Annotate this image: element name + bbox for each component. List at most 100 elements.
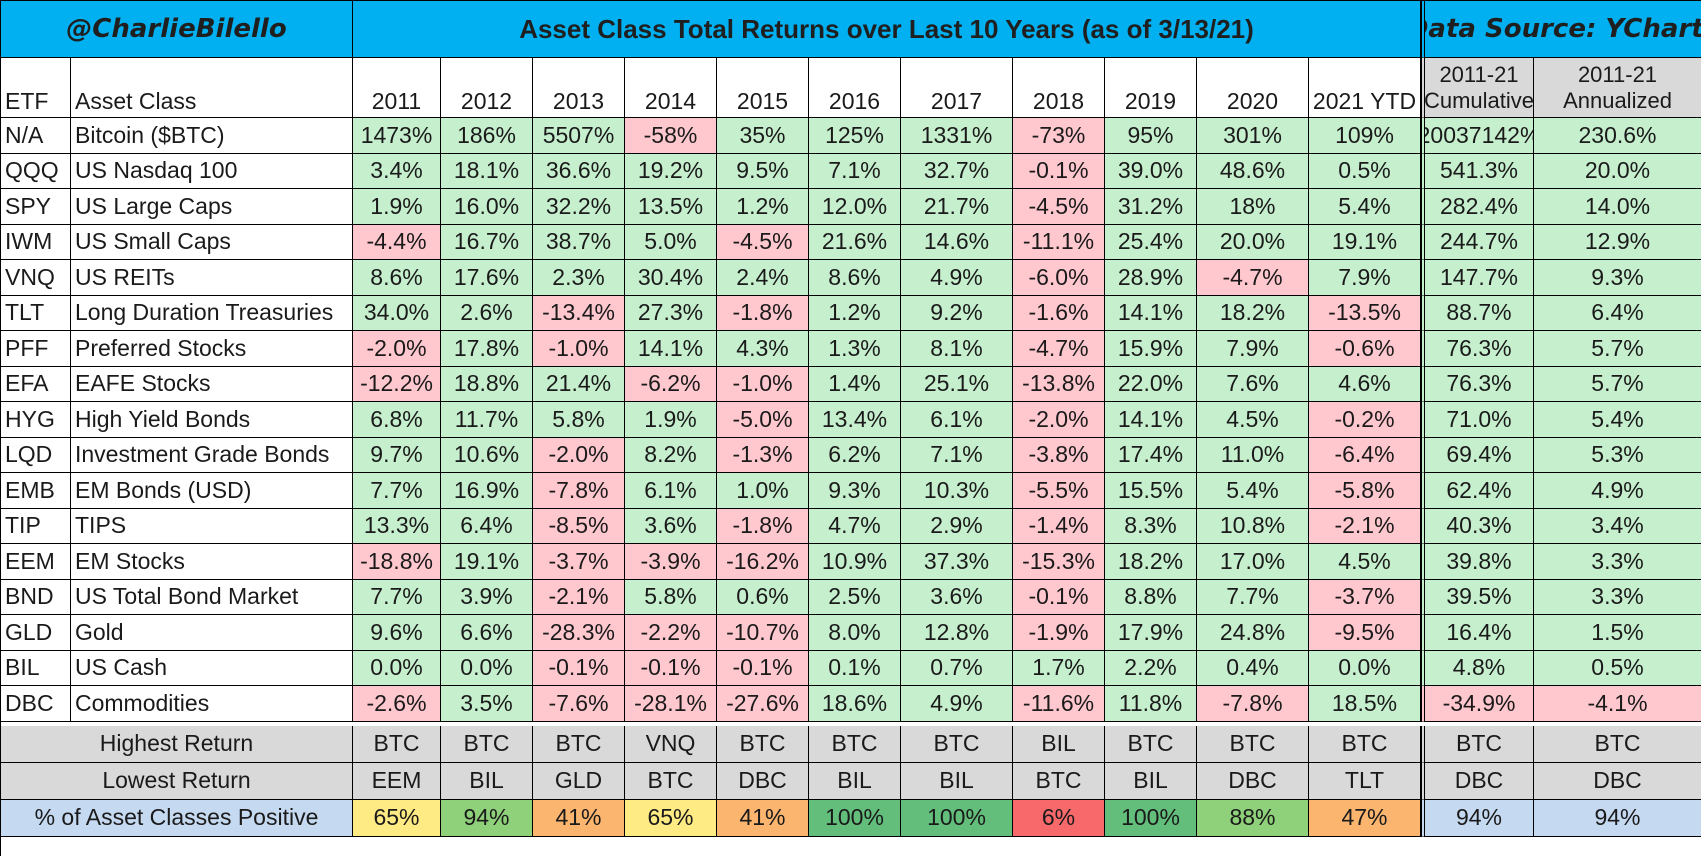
return-cell: 11.0% xyxy=(1197,437,1309,473)
return-cell: -3.8% xyxy=(1013,437,1105,473)
percent-positive-cell: 94% xyxy=(1534,799,1701,837)
return-cell: 6.1% xyxy=(901,402,1013,438)
return-cell: 28.9% xyxy=(1105,260,1197,296)
etf-ticker: BIL xyxy=(1,650,71,686)
lowest-return-cell: DBC xyxy=(1421,762,1534,800)
return-cell: 8.6% xyxy=(809,260,901,296)
return-cell: 9.6% xyxy=(353,615,441,651)
annualized-cell: 230.6% xyxy=(1534,118,1701,154)
asset-class-name: Preferred Stocks xyxy=(71,331,353,367)
return-cell: 10.6% xyxy=(441,437,533,473)
return-cell: 17.9% xyxy=(1105,615,1197,651)
annualized-cell: 9.3% xyxy=(1534,260,1701,296)
etf-ticker: TIP xyxy=(1,508,71,544)
return-cell: 17.6% xyxy=(441,260,533,296)
return-cell: 1.4% xyxy=(809,366,901,402)
return-cell: 2.3% xyxy=(533,260,625,296)
cumulative-cell: 541.3% xyxy=(1421,153,1534,189)
return-cell: -6.0% xyxy=(1013,260,1105,296)
asset-class-name: US Cash xyxy=(71,650,353,686)
return-cell: 7.1% xyxy=(901,437,1013,473)
return-cell: 21.6% xyxy=(809,224,901,260)
cumulative-cell: 88.7% xyxy=(1421,295,1534,331)
return-cell: -2.0% xyxy=(1013,402,1105,438)
return-cell: 3.5% xyxy=(441,686,533,722)
annualized-cell: 3.4% xyxy=(1534,508,1701,544)
return-cell: 39.0% xyxy=(1105,153,1197,189)
return-cell: 1.2% xyxy=(717,189,809,225)
return-cell: 8.0% xyxy=(809,615,901,651)
return-cell: 0.0% xyxy=(353,650,441,686)
return-cell: -0.1% xyxy=(1013,579,1105,615)
return-cell: 17.8% xyxy=(441,331,533,367)
percent-positive-cell: 41% xyxy=(533,799,625,837)
return-cell: 13.5% xyxy=(625,189,717,225)
return-cell: 19.1% xyxy=(441,544,533,580)
return-cell: -73% xyxy=(1013,118,1105,154)
percent-positive-label: % of Asset Classes Positive xyxy=(1,799,353,837)
return-cell: 10.9% xyxy=(809,544,901,580)
lowest-return-cell: BTC xyxy=(1013,762,1105,800)
cumulative-cell: 16.4% xyxy=(1421,615,1534,651)
return-cell: -2.2% xyxy=(625,615,717,651)
return-cell: 9.5% xyxy=(717,153,809,189)
cumulative-cell: 39.5% xyxy=(1421,579,1534,615)
return-cell: 125% xyxy=(809,118,901,154)
annualized-cell: 0.5% xyxy=(1534,650,1701,686)
return-cell: 9.2% xyxy=(901,295,1013,331)
return-cell: 1331% xyxy=(901,118,1013,154)
return-cell: 14.1% xyxy=(1105,402,1197,438)
highest-return-cell: BTC xyxy=(353,725,441,763)
annualized-cell: 3.3% xyxy=(1534,579,1701,615)
return-cell: 4.7% xyxy=(809,508,901,544)
cumulative-cell: 71.0% xyxy=(1421,402,1534,438)
return-cell: 10.8% xyxy=(1197,508,1309,544)
return-cell: -3.9% xyxy=(625,544,717,580)
return-cell: -6.2% xyxy=(625,366,717,402)
return-cell: -8.5% xyxy=(533,508,625,544)
return-cell: -1.0% xyxy=(717,366,809,402)
col-header-year: 2014 xyxy=(625,58,717,118)
return-cell: 7.7% xyxy=(353,579,441,615)
highest-return-cell: BTC xyxy=(1105,725,1197,763)
return-cell: -27.6% xyxy=(717,686,809,722)
return-cell: 4.9% xyxy=(901,686,1013,722)
return-cell: 8.2% xyxy=(625,437,717,473)
return-cell: 1.0% xyxy=(717,473,809,509)
highest-return-cell: VNQ xyxy=(625,725,717,763)
return-cell: 5.4% xyxy=(1309,189,1421,225)
return-cell: -0.2% xyxy=(1309,402,1421,438)
lowest-return-cell: BIL xyxy=(441,762,533,800)
return-cell: -13.8% xyxy=(1013,366,1105,402)
return-cell: 4.5% xyxy=(1197,402,1309,438)
lowest-return-cell: DBC xyxy=(717,762,809,800)
return-cell: 18.1% xyxy=(441,153,533,189)
return-cell: -58% xyxy=(625,118,717,154)
return-cell: 7.9% xyxy=(1197,331,1309,367)
annualized-cell: 6.4% xyxy=(1534,295,1701,331)
return-cell: -5.5% xyxy=(1013,473,1105,509)
return-cell: -10.7% xyxy=(717,615,809,651)
return-cell: 7.7% xyxy=(1197,579,1309,615)
return-cell: -1.4% xyxy=(1013,508,1105,544)
return-cell: 301% xyxy=(1197,118,1309,154)
col-header-year: 2021 YTD xyxy=(1309,58,1421,118)
return-cell: 34.0% xyxy=(353,295,441,331)
highest-return-cell: BTC xyxy=(1197,725,1309,763)
return-cell: 186% xyxy=(441,118,533,154)
return-cell: 14.1% xyxy=(625,331,717,367)
return-cell: 32.7% xyxy=(901,153,1013,189)
return-cell: 2.6% xyxy=(441,295,533,331)
highest-return-cell: BTC xyxy=(717,725,809,763)
col-header-cumulative: 2011-21 Cumulative xyxy=(1421,58,1534,118)
percent-positive-cell: 65% xyxy=(625,799,717,837)
return-cell: -13.5% xyxy=(1309,295,1421,331)
lowest-return-cell: EEM xyxy=(353,762,441,800)
return-cell: 12.8% xyxy=(901,615,1013,651)
return-cell: 1.7% xyxy=(1013,650,1105,686)
return-cell: 10.3% xyxy=(901,473,1013,509)
return-cell: 4.5% xyxy=(1309,544,1421,580)
return-cell: -4.7% xyxy=(1013,331,1105,367)
return-cell: 2.4% xyxy=(717,260,809,296)
